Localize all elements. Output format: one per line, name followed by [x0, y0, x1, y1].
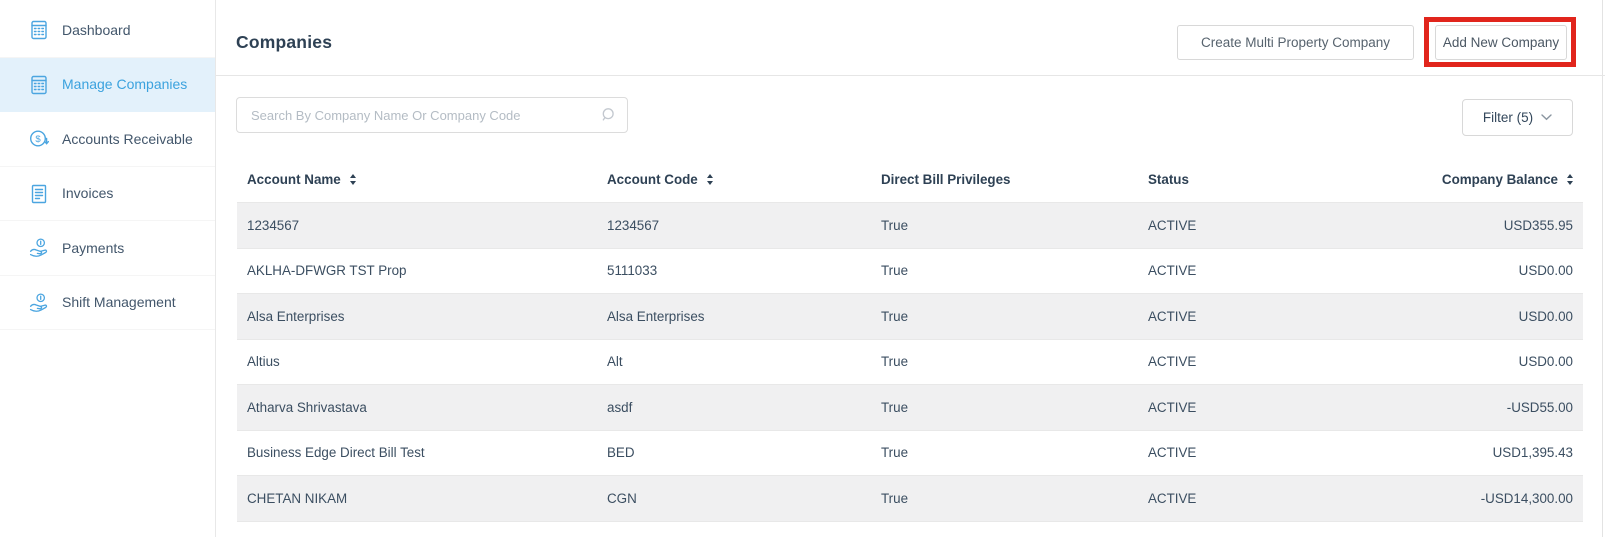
hand-coin-icon [29, 293, 48, 312]
account-name-cell: Atharva Shrivastava [247, 399, 367, 415]
sidebar-item-payments[interactable]: Payments [0, 221, 215, 276]
sidebar-item-label: Payments [62, 239, 125, 256]
table-row[interactable]: Alsa Enterprises Alsa Enterprises True A… [237, 293, 1583, 339]
status-cell: ACTIVE [1148, 490, 1197, 506]
companies-table: Account Name Account Code Direct Bill Pr… [237, 157, 1583, 537]
balance-cell: USD0.00 [1518, 354, 1573, 370]
status-cell: ACTIVE [1148, 354, 1197, 370]
table-row[interactable]: AKLHA-DFWGR TST Prop 5111033 True ACTIVE… [237, 247, 1583, 294]
dollar-cycle-icon [30, 130, 49, 147]
main-content: Companies Create Multi Property Company … [216, 0, 1605, 537]
add-new-company-button[interactable]: Add New Company [1435, 25, 1567, 60]
direct-bill-cell: True [881, 445, 909, 461]
sidebar-item-dashboard[interactable]: Dashboard [0, 3, 215, 58]
table-body: 1234567 1234567 True ACTIVE USD355.95 AK… [237, 202, 1583, 537]
direct-bill-cell: True [881, 354, 909, 370]
ledger-icon [31, 21, 47, 40]
account-code-cell: BED [607, 445, 635, 461]
account-name-cell: 1234567 [247, 217, 300, 233]
balance-cell: USD0.00 [1518, 308, 1573, 324]
account-name-cell: AKLHA-DFWGR TST Prop [247, 263, 407, 279]
direct-bill-cell: True [881, 399, 909, 415]
table-row[interactable]: Business Edge Direct Bill Test BED True … [237, 429, 1583, 476]
sidebar-item-manage-companies[interactable]: Manage Companies [0, 57, 215, 112]
sidebar-item-label: Shift Management [62, 294, 176, 311]
account-code-cell: CGN [607, 490, 637, 506]
search-input[interactable] [237, 98, 627, 132]
sidebar-item-label: Manage Companies [62, 76, 188, 93]
account-code-cell: Alt [607, 354, 623, 370]
right-edge-divider [1602, 0, 1603, 537]
table-row[interactable]: 1234567 1234567 True ACTIVE USD355.95 [237, 202, 1583, 248]
sort-icon[interactable] [1567, 174, 1573, 185]
table-row[interactable]: Altius Alt True ACTIVE USD0.00 [237, 338, 1583, 385]
sidebar-item-accounts-receivable[interactable]: Accounts Receivable [0, 112, 215, 167]
invoice-icon [31, 184, 47, 203]
ledger-icon [31, 75, 47, 94]
balance-cell: USD1,395.43 [1492, 445, 1573, 461]
column-header-company-balance[interactable]: Company Balance [1338, 172, 1583, 187]
table-row[interactable]: Atharva Shrivastava asdf True ACTIVE -US… [237, 384, 1583, 430]
column-header-account-name[interactable]: Account Name [237, 172, 597, 187]
account-code-cell: 5111033 [607, 263, 658, 279]
hand-coin-icon [29, 238, 48, 258]
column-header-direct-bill-privileges: Direct Bill Privileges [881, 172, 1011, 187]
sidebar-item-label: Invoices [62, 185, 114, 202]
balance-cell: USD355.95 [1503, 217, 1573, 233]
balance-cell: -USD14,300.00 [1480, 490, 1573, 506]
table-row[interactable]: CHETAN NIKAM CGN True ACTIVE -USD14,300.… [237, 475, 1583, 521]
account-name-cell: Altius [247, 354, 280, 370]
direct-bill-cell: True [881, 217, 909, 233]
direct-bill-cell: True [881, 490, 909, 506]
sort-icon[interactable] [706, 174, 713, 185]
status-cell: ACTIVE [1148, 217, 1197, 233]
filter-button[interactable]: Filter (5) [1462, 99, 1573, 136]
account-code-cell: Alsa Enterprises [607, 308, 705, 324]
filter-label: Filter (5) [1482, 110, 1534, 125]
column-header-account-code[interactable]: Account Code [597, 172, 871, 187]
direct-bill-cell: True [881, 263, 909, 279]
status-cell: ACTIVE [1148, 263, 1197, 279]
partial-next-row [237, 520, 1583, 537]
chevron-down-icon [1541, 114, 1552, 121]
account-code-cell: 1234567 [607, 217, 660, 233]
account-code-cell: asdf [607, 399, 633, 415]
table-header: Account Name Account Code Direct Bill Pr… [237, 157, 1583, 202]
account-name-cell: CHETAN NIKAM [247, 490, 348, 506]
sidebar: Dashboard Manage Companies Accounts Rece… [0, 0, 216, 537]
create-multi-property-company-button[interactable]: Create Multi Property Company [1177, 25, 1414, 60]
balance-cell: USD0.00 [1518, 263, 1573, 279]
balance-cell: -USD55.00 [1506, 399, 1573, 415]
page-header: Companies Create Multi Property Company … [216, 0, 1605, 76]
sort-icon[interactable] [349, 174, 356, 185]
account-name-cell: Alsa Enterprises [247, 308, 345, 324]
sidebar-item-shift-management[interactable]: Shift Management [0, 276, 215, 330]
account-name-cell: Business Edge Direct Bill Test [247, 445, 425, 461]
status-cell: ACTIVE [1148, 445, 1197, 461]
sidebar-item-label: Accounts Receivable [62, 130, 193, 147]
column-header-status: Status [1148, 172, 1189, 187]
sidebar-item-invoices[interactable]: Invoices [0, 167, 215, 221]
page-title: Companies [236, 32, 333, 52]
status-cell: ACTIVE [1148, 308, 1197, 324]
direct-bill-cell: True [881, 308, 909, 324]
search-box [236, 97, 628, 133]
search-icon [602, 108, 614, 121]
sidebar-item-label: Dashboard [62, 21, 131, 38]
status-cell: ACTIVE [1148, 399, 1197, 415]
